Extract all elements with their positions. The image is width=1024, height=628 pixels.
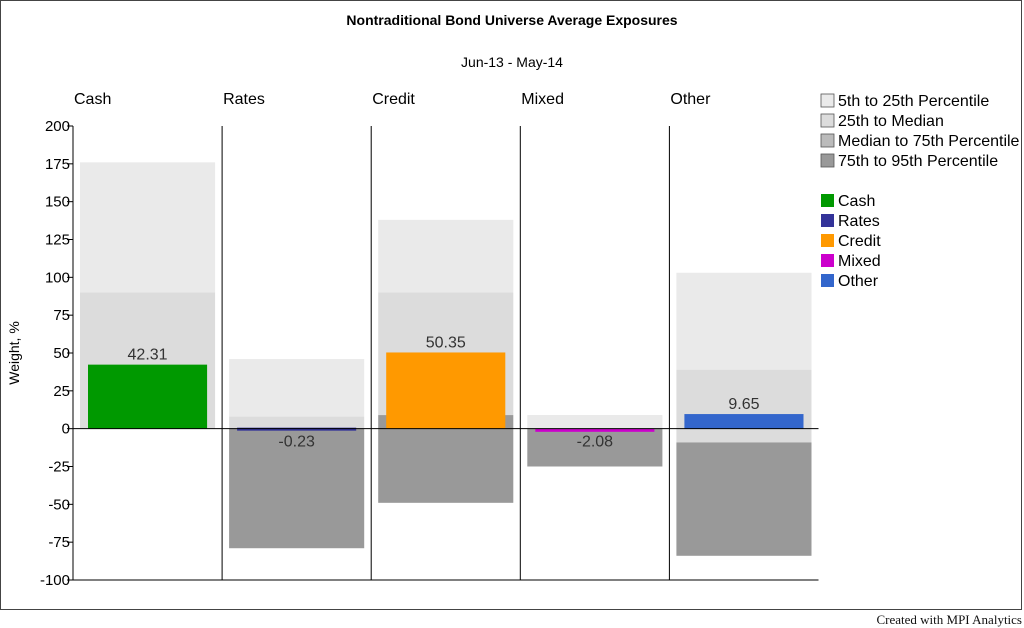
y-tick-label: -100	[40, 572, 70, 589]
bar-cash	[88, 364, 208, 429]
legend-swatch-5th-to-25th-percentile	[820, 93, 835, 108]
legend-label-median-to-75th-percentile: Median to 75th Percentile	[838, 133, 1020, 150]
legend-label-mixed: Mixed	[838, 253, 881, 270]
percentile-band-p75-p95-other	[676, 272, 812, 370]
y-tick-label: 25	[53, 383, 70, 400]
footer-credit: Created with MPI Analytics	[876, 612, 1022, 627]
percentile-band-p50-p75-rates	[229, 416, 365, 429]
legend-swatch-rates	[821, 214, 834, 227]
legend-swatch-credit	[821, 234, 834, 247]
y-tick-label: 200	[45, 118, 70, 135]
legend-label-rates: Rates	[838, 213, 880, 230]
bar-mixed	[535, 428, 655, 432]
bar-other	[684, 414, 804, 429]
y-tick-label: 50	[53, 345, 70, 362]
legend-label-other: Other	[838, 273, 879, 290]
data-label-credit: 50.35	[426, 334, 466, 351]
legend-swatch-mixed	[821, 254, 834, 267]
data-label-rates: -0.23	[278, 434, 315, 451]
category-label-cash: Cash	[74, 91, 111, 108]
plot-area: 42.31 Cash -0.23 Rates 50.35 Credit -2.08 Mixed…	[40, 91, 819, 589]
y-tick-label: -50	[48, 496, 70, 513]
y-tick-label: 125	[45, 232, 70, 249]
percentile-band-p5-p25-rates	[229, 428, 365, 549]
legend-swatch-cash	[821, 194, 834, 207]
y-tick-label: 175	[45, 156, 70, 173]
percentile-band-p5-p25-other	[676, 442, 812, 556]
y-tick-label: 75	[53, 307, 70, 324]
y-tick-label: -75	[48, 534, 70, 551]
category-label-credit: Credit	[372, 91, 415, 108]
chart-title: Nontraditional Bond Universe Average Exp…	[346, 12, 677, 28]
legend-swatch-25th-to-median	[820, 113, 835, 128]
category-label-other: Other	[670, 91, 711, 108]
legend-label-cash: Cash	[838, 193, 875, 210]
bar-credit	[386, 352, 506, 429]
legend-swatch-median-to-75th-percentile	[820, 133, 835, 148]
data-label-mixed: -2.08	[577, 434, 614, 451]
legend-label-25th-to-median: 25th to Median	[838, 113, 944, 130]
percentile-band-p5-p25-mixed	[527, 428, 663, 467]
legend-swatch-other	[821, 274, 834, 287]
legend-label-75th-to-95th-percentile: 75th to 95th Percentile	[838, 153, 998, 170]
percentile-band-p75-p95-cash	[80, 162, 216, 293]
category-label-rates: Rates	[223, 91, 265, 108]
category-label-mixed: Mixed	[521, 91, 564, 108]
data-label-other: 9.65	[728, 396, 759, 413]
legend-label-5th-to-25th-percentile: 5th to 25th Percentile	[838, 93, 989, 110]
y-axis-title: Weight, %	[6, 321, 22, 385]
percentile-band-p75-p95-mixed	[527, 415, 663, 429]
chart-subtitle: Jun-13 - May-14	[461, 54, 563, 70]
y-tick-label: 100	[45, 269, 70, 286]
y-tick-label: 0	[62, 421, 70, 438]
y-tick-label: 150	[45, 194, 70, 211]
percentile-band-p75-p95-rates	[229, 359, 365, 417]
legend: 5th to 25th Percentile 25th to Median Medi…	[820, 93, 1020, 290]
data-label-cash: 42.31	[128, 347, 168, 364]
percentile-band-p5-p25-credit	[378, 415, 514, 503]
chart-frame	[0, 0, 1022, 610]
percentile-band-p75-p95-credit	[378, 219, 514, 293]
percentile-band-p50-p75-other	[676, 369, 812, 443]
legend-label-credit: Credit	[838, 233, 881, 250]
y-tick-label: -25	[48, 459, 70, 476]
legend-swatch-75th-to-95th-percentile	[820, 153, 835, 168]
